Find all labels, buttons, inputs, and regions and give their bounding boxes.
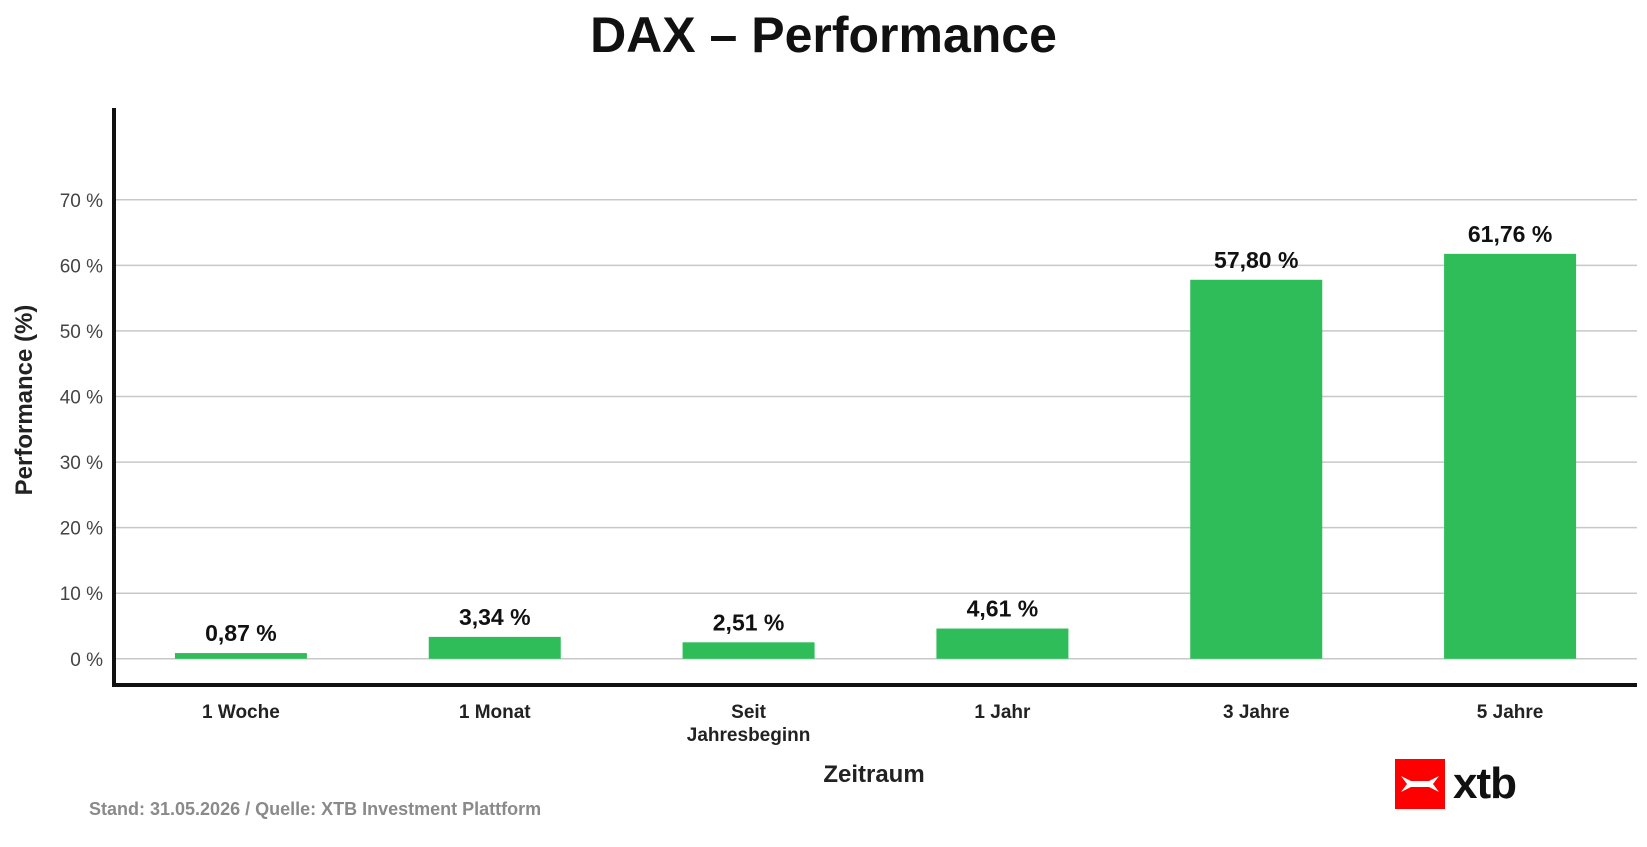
x-category-label: 5 Jahre [1477, 702, 1544, 723]
y-tick-label: 30 % [60, 453, 103, 474]
y-tick-label: 50 % [60, 322, 103, 343]
bar-value-label: 2,51 % [713, 609, 785, 635]
x-category-label: 1 Jahr [974, 702, 1031, 723]
bar [936, 628, 1069, 659]
x-category-label: 3 Jahre [1223, 702, 1290, 723]
xtb-logo: xtb [1395, 758, 1517, 810]
xtb-logo-mark-icon [1395, 759, 1445, 809]
y-tick-label: 70 % [60, 191, 103, 212]
x-axis-title: Zeitraum [823, 761, 924, 788]
bar [682, 642, 815, 659]
x-category-label: 1 Monat [459, 702, 531, 723]
y-tick-label: 40 % [60, 388, 103, 409]
category-labels: 1 Woche 1 Monat Seit Jahresbeginn 1 Jahr 3 Ja… [202, 702, 1543, 746]
bar-value-label: 61,76 % [1468, 221, 1552, 247]
value-labels: 0,87 % 3,34 % 2,51 % 4,61 % 57,80 % 61,76 % [205, 221, 1552, 646]
x-category-label: 1 Woche [202, 702, 280, 723]
y-tick-label: 20 % [60, 519, 103, 540]
y-axis-title: Performance (%) [11, 305, 38, 496]
x-category-label: Seit Jahresbeginn [687, 702, 811, 746]
bar-value-label: 4,61 % [967, 596, 1039, 622]
source-note: Stand: 31.05.2026 / Quelle: XTB Investme… [89, 799, 542, 819]
bar [1444, 253, 1577, 659]
bar-value-label: 0,87 % [205, 620, 277, 646]
xtb-logo-wordmark: xtb [1453, 759, 1517, 808]
y-tick-labels: 0 % 10 % 20 % 30 % 40 % 50 % 60 % 70 % [60, 191, 103, 671]
bar [1190, 279, 1323, 659]
bar-value-label: 57,80 % [1214, 247, 1298, 273]
y-tick-label: 60 % [60, 256, 103, 277]
y-tick-label: 0 % [70, 650, 103, 671]
bar-value-label: 3,34 % [459, 604, 531, 630]
bars [174, 253, 1577, 659]
bar [428, 636, 561, 659]
gridlines [114, 199, 1637, 660]
chart-title: DAX – Performance [590, 7, 1057, 63]
y-tick-label: 10 % [60, 584, 103, 605]
bar [174, 653, 307, 659]
